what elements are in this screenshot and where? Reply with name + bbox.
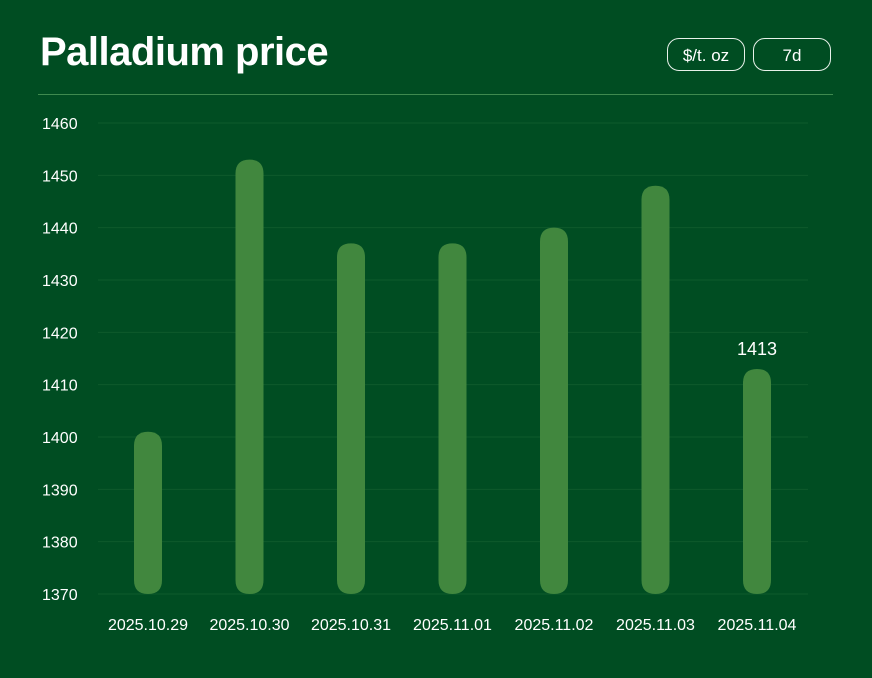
x-tick-label: 2025.11.01 [413,617,492,634]
x-tick-label: 2025.11.02 [515,617,594,634]
data-label: 1413 [737,339,777,359]
bar [438,243,467,594]
bar [235,159,264,594]
bar [641,185,670,595]
y-tick-label: 1370 [42,587,78,604]
x-tick-label: 2025.10.31 [311,617,391,634]
y-tick-label: 1430 [42,273,78,290]
x-tick-label: 2025.10.30 [209,617,289,634]
header-divider [38,94,833,95]
y-tick-label: 1380 [42,535,78,552]
x-tick-label: 2025.11.03 [616,617,695,634]
y-tick-label: 1440 [42,221,78,238]
range-selector-button[interactable]: 7d [753,38,831,71]
x-tick-label: 2025.10.29 [108,617,188,634]
y-tick-label: 1460 [42,116,78,133]
y-tick-label: 1410 [42,378,78,395]
bar [337,243,365,594]
y-tick-label: 1390 [42,482,78,499]
page-title: Palladium price [40,30,329,74]
y-tick-label: 1420 [42,325,78,342]
unit-selector-button[interactable]: $/t. oz [667,38,745,71]
y-tick-label: 1450 [42,168,78,185]
y-tick-label: 1400 [42,430,78,447]
x-tick-label: 2025.11.04 [718,617,797,634]
bar [134,431,162,594]
bar [743,368,771,594]
bar [540,227,568,594]
